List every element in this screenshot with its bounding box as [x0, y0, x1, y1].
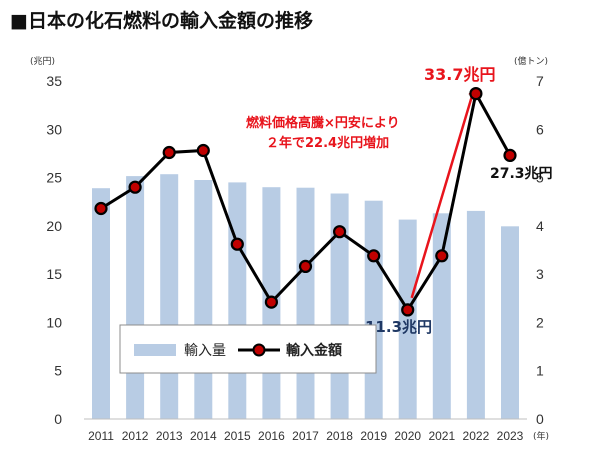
- right-tick-1: 1: [536, 363, 544, 379]
- left-tick-0: 0: [54, 411, 62, 427]
- marker-2016: [264, 295, 278, 309]
- bar-2022: [466, 210, 485, 419]
- left-tick-10: 10: [46, 314, 62, 330]
- left-tick-15: 15: [46, 266, 62, 282]
- x-tick-2020: 2020: [394, 429, 421, 443]
- min-value-label: 11.3兆円: [365, 318, 432, 336]
- right-tick-4: 4: [536, 218, 544, 234]
- x-axis-unit: (年): [533, 430, 549, 442]
- note-line-2: ２年で22.4兆円増加: [266, 135, 389, 151]
- bar-2013: [160, 174, 179, 419]
- bar-2015: [228, 182, 247, 419]
- marker-2021: [435, 249, 449, 263]
- bar-2019: [364, 200, 383, 419]
- left-tick-30: 30: [46, 121, 62, 137]
- marker-2012: [128, 180, 142, 194]
- bar-series: [92, 174, 519, 419]
- x-tick-2023: 2023: [497, 429, 524, 443]
- chart-title: ■日本の化石燃料の輸入金額の推移: [10, 10, 313, 32]
- x-tick-2015: 2015: [224, 429, 251, 443]
- x-tick-2011: 2011: [88, 429, 114, 443]
- bar-2021: [432, 213, 451, 419]
- max-value-label: 33.7兆円: [424, 65, 495, 84]
- marker-2018: [333, 225, 347, 239]
- left-axis-ticks: 0 5 10 15 20 25 30 35: [46, 73, 62, 427]
- right-tick-2: 2: [536, 314, 544, 330]
- right-tick-0: 0: [536, 411, 544, 427]
- left-tick-25: 25: [46, 170, 62, 186]
- left-tick-5: 5: [54, 363, 62, 379]
- right-tick-7: 7: [536, 73, 544, 89]
- x-tick-2013: 2013: [156, 429, 183, 443]
- marker-2014: [196, 143, 210, 158]
- x-tick-2016: 2016: [258, 429, 285, 443]
- bar-2014: [194, 180, 213, 419]
- line-markers: [94, 86, 517, 317]
- marker-2013: [162, 145, 176, 160]
- legend-line-marker: [252, 343, 266, 357]
- marker-2023: [503, 148, 517, 162]
- marker-2022: [469, 86, 483, 101]
- right-axis-ticks: 0 1 2 3 4 5 6 7: [536, 73, 544, 427]
- bar-2017: [296, 187, 315, 419]
- increase-arrow: [410, 87, 477, 299]
- x-tick-2014: 2014: [190, 429, 217, 443]
- x-tick-2022: 2022: [463, 429, 490, 443]
- legend-bar-swatch: [134, 344, 176, 356]
- bar-2020: [398, 219, 417, 419]
- marker-2017: [298, 259, 313, 273]
- right-tick-3: 3: [536, 266, 544, 282]
- x-axis-ticks: 2011 2012 2013 2014 2015 2016 2017 2018 2019 2020…: [88, 429, 524, 443]
- marker-2011: [94, 201, 108, 216]
- x-tick-2017: 2017: [292, 429, 319, 443]
- marker-2019: [367, 249, 381, 263]
- legend-bar-label: 輸入量: [184, 343, 226, 359]
- note-line-1: 燃料価格高騰×円安により: [246, 115, 400, 131]
- x-tick-2021: 2021: [428, 429, 455, 443]
- legend: 輸入量 輸入金額: [119, 324, 377, 374]
- right-axis-unit: (億トン): [514, 55, 548, 67]
- marker-2015: [230, 237, 244, 251]
- legend-line-label: 輸入金額: [286, 342, 342, 359]
- bar-2012: [126, 176, 145, 419]
- x-tick-2012: 2012: [122, 429, 149, 443]
- marker-2020: [401, 303, 415, 317]
- x-tick-2018: 2018: [326, 429, 353, 443]
- right-tick-6: 6: [536, 121, 544, 137]
- bar-2023: [501, 226, 519, 419]
- left-tick-20: 20: [46, 218, 62, 234]
- last-value-label: 27.3兆円: [490, 166, 553, 182]
- right-tick-5: 5: [536, 170, 544, 186]
- x-tick-2019: 2019: [360, 429, 387, 443]
- left-axis-unit: (兆円): [30, 56, 55, 67]
- left-tick-35: 35: [46, 73, 62, 89]
- bar-2011: [92, 188, 110, 419]
